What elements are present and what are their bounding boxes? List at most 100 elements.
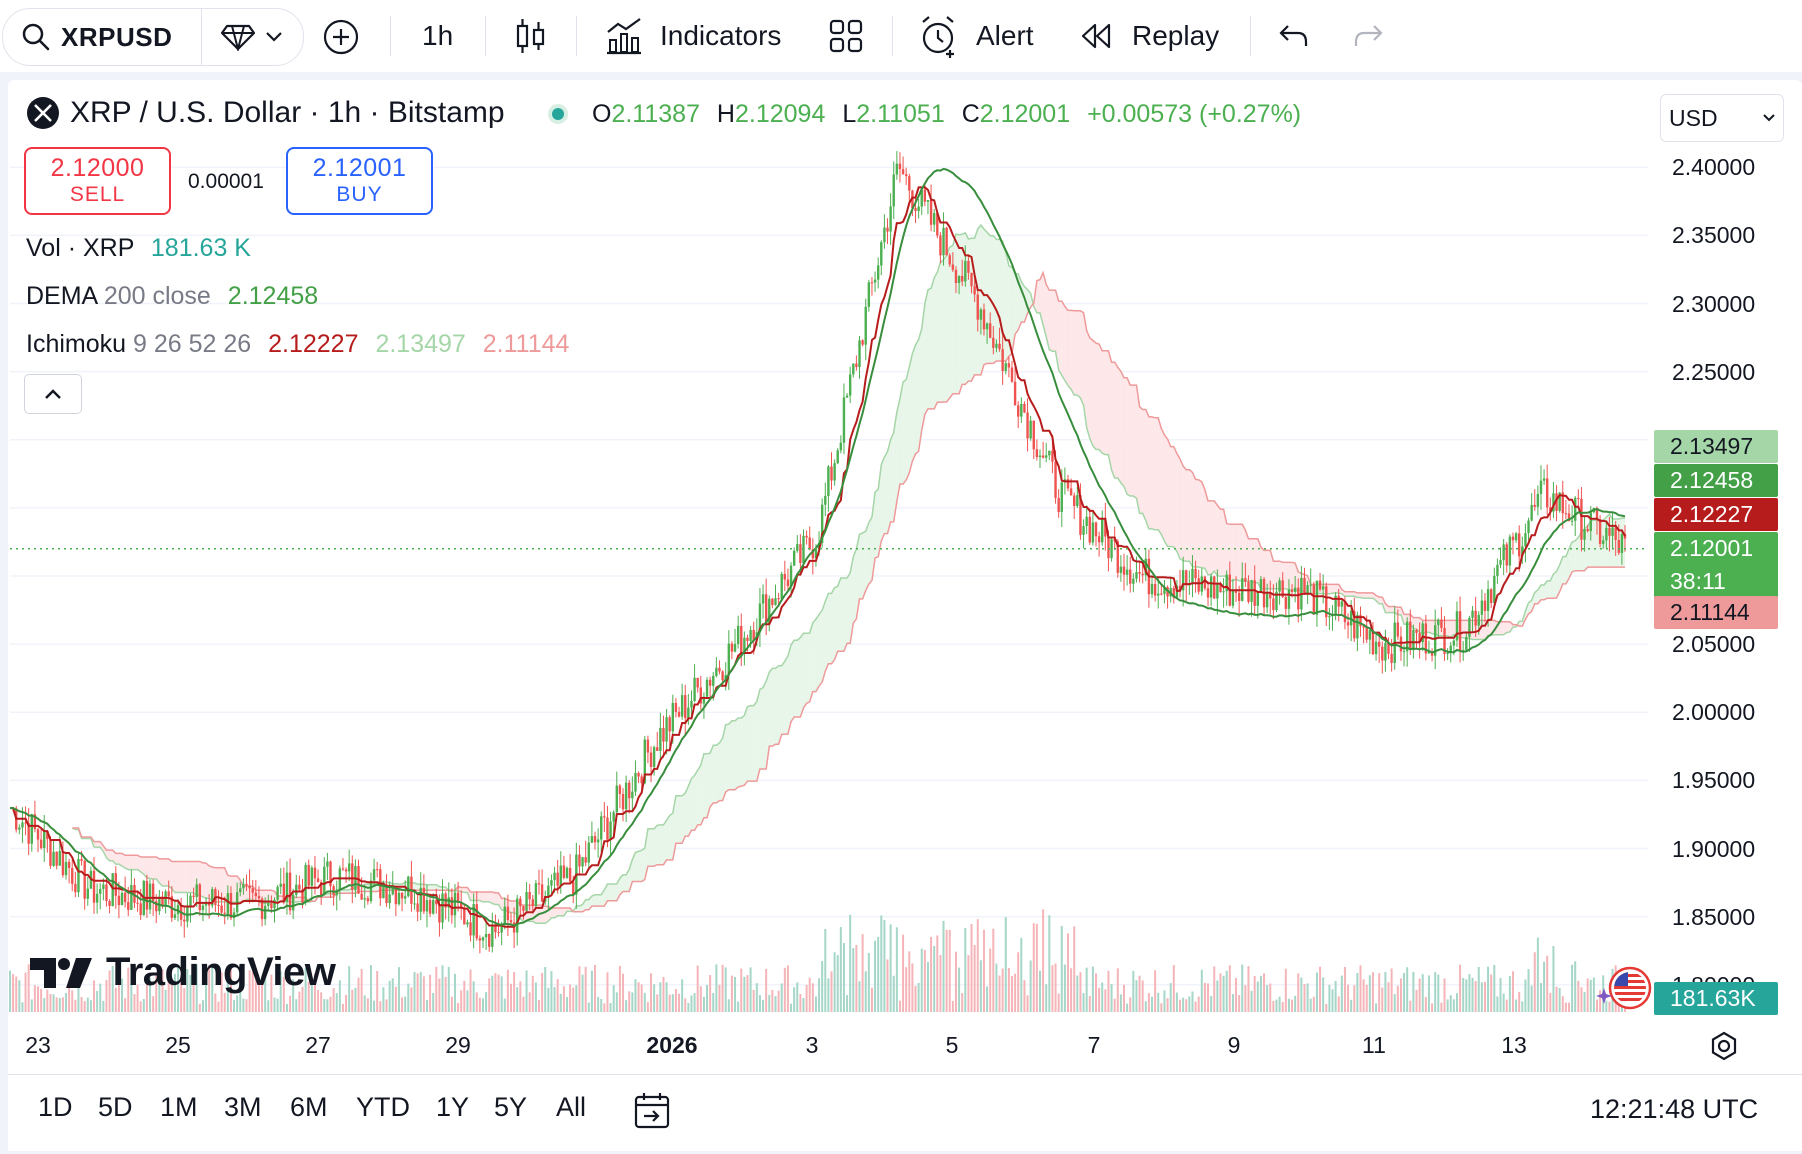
add-symbol-icon[interactable] [322,18,360,56]
candle-body [1427,651,1431,654]
range-button-1m[interactable]: 1M [160,1092,198,1122]
volume-bar [1306,983,1309,1012]
volume-bar [155,972,158,1012]
volume-bar [279,971,282,1012]
volume-bar [357,977,360,1012]
volume-legend[interactable]: Vol · XRP 181.63 K [26,234,251,262]
undo-icon[interactable] [1278,22,1310,50]
candle-body [1452,640,1456,646]
ichimoku-cloud-segment [1114,362,1118,479]
volume-bar [1197,996,1200,1012]
ichimoku-cloud-segment [1058,301,1062,376]
ichimoku-cloud-segment [128,855,132,870]
indicators-button[interactable]: Indicators [660,20,782,51]
candle-body [845,395,849,398]
volume-bar [1418,978,1421,1012]
ichimoku-legend[interactable]: Ichimoku 9 26 52 26 2.12227 2.13497 2.11… [26,330,570,358]
alarm-clock-icon[interactable] [918,14,960,58]
replay-button[interactable]: Replay [1132,20,1220,51]
candle-body [1337,595,1340,607]
candle-body [1623,533,1627,539]
range-button-all[interactable]: All [556,1092,587,1122]
indicators-icon[interactable] [604,16,644,56]
volume-bar [917,982,920,1012]
candle-body [783,573,787,580]
range-button-5d[interactable]: 5D [98,1092,133,1122]
price-tag: 2.13497 [1654,430,1778,463]
volume-bar [214,993,217,1012]
range-button-5y[interactable]: 5Y [494,1092,528,1122]
candle-body [102,884,105,889]
replay-icon[interactable] [1080,22,1112,50]
volume-bar [846,995,849,1012]
utc-clock[interactable]: 12:21:48 UTC [1590,1094,1759,1124]
buy-button[interactable]: 2.12001 BUY [286,147,433,215]
alert-button[interactable]: Alert [976,20,1034,51]
market-status-icon[interactable] [548,104,568,124]
range-button-3m[interactable]: 3M [224,1092,262,1122]
candles-icon[interactable] [514,16,548,56]
ichimoku-cloud-segment [1273,561,1277,589]
volume-bar [1375,1003,1378,1012]
candle-body [1489,589,1493,604]
candle-body [46,830,49,839]
candle-body [1614,527,1617,540]
ichimoku-cloud-segment [610,884,614,901]
calendar-goto-icon[interactable] [632,1090,672,1130]
volume-bar [653,984,656,1012]
candle-body [786,579,790,587]
volume-bar [1589,979,1592,1012]
dema-legend[interactable]: DEMA 200 close 2.12458 [26,282,319,310]
interval-button[interactable]: 1h [422,20,454,51]
volume-bar [640,984,643,1012]
redo-icon[interactable] [1352,22,1384,50]
volume-bar [1322,977,1325,1012]
volume-bar [718,984,721,1012]
layout-grid-icon[interactable] [828,18,864,54]
volume-bar [883,920,886,1012]
range-button-1y[interactable]: 1Y [436,1092,470,1122]
settings-gear-icon[interactable] [1708,1030,1740,1062]
volume-bar [849,914,852,1012]
volume-bar [99,983,102,1012]
volume-bar [979,960,982,1012]
candle-body [1514,533,1518,541]
currency-select[interactable]: USD [1660,94,1784,142]
candle-body [478,938,482,941]
candle-body [687,707,690,719]
volume-bar [217,1001,220,1012]
candle-body [1231,589,1235,606]
symbol-search-box[interactable]: XRPUSD [2,8,304,66]
volume-bar [503,998,506,1012]
volume-bar [1297,973,1300,1012]
gem-icon[interactable] [221,23,255,51]
ichimoku-cloud-segment [769,668,773,747]
volume-bar [712,993,715,1012]
ichimoku-cloud-segment [781,661,785,735]
volume-bar [488,978,491,1012]
range-button-ytd[interactable]: YTD [356,1092,410,1122]
range-button-1d[interactable]: 1D [38,1092,73,1122]
candle-body [740,625,743,655]
ichimoku-cloud-segment [1077,310,1081,399]
date-axis-label: 25 [165,1032,191,1058]
chevron-down-icon[interactable] [265,31,283,43]
candle-body [263,905,267,920]
symbol-title[interactable]: XRP / U.S. Dollar · 1h · Bitstamp [70,96,505,129]
date-axis-label: 13 [1501,1032,1527,1058]
volume-bar [1113,998,1116,1012]
range-button-6m[interactable]: 6M [290,1092,328,1122]
us-event-flag-icon[interactable] [1594,966,1652,1010]
tradingview-logo[interactable]: TradingView [30,950,336,995]
volume-bar [531,975,534,1012]
collapse-legend-button[interactable] [24,374,82,414]
volume-bar [1023,980,1026,1012]
price-tag: 2.12001 38:11 [1654,532,1778,598]
volume-bar [1073,926,1076,1012]
sell-button[interactable]: 2.12000 SELL [24,147,171,215]
candle-body [932,213,936,225]
volume-bar [989,948,992,1012]
candle-body [584,857,587,863]
ichimoku-cloud-segment [700,753,704,825]
price-chart[interactable] [8,140,1648,1020]
